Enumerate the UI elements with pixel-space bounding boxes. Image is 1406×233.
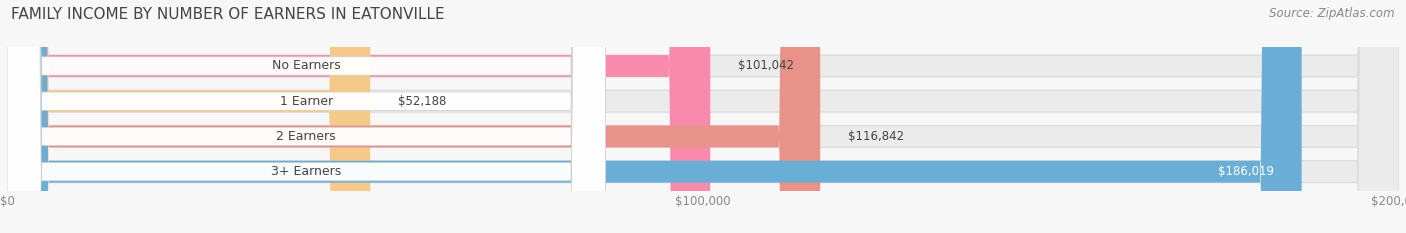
Text: $52,188: $52,188 (398, 95, 447, 108)
Text: 1 Earner: 1 Earner (280, 95, 333, 108)
FancyBboxPatch shape (7, 0, 1399, 233)
FancyBboxPatch shape (7, 0, 1399, 233)
Text: No Earners: No Earners (271, 59, 340, 72)
FancyBboxPatch shape (7, 0, 606, 233)
FancyBboxPatch shape (7, 0, 1399, 233)
Text: FAMILY INCOME BY NUMBER OF EARNERS IN EATONVILLE: FAMILY INCOME BY NUMBER OF EARNERS IN EA… (11, 7, 444, 22)
FancyBboxPatch shape (7, 0, 1399, 233)
FancyBboxPatch shape (7, 0, 606, 233)
Text: $186,019: $186,019 (1218, 165, 1274, 178)
FancyBboxPatch shape (7, 0, 370, 233)
Text: 3+ Earners: 3+ Earners (271, 165, 342, 178)
FancyBboxPatch shape (7, 0, 606, 233)
Text: $101,042: $101,042 (738, 59, 794, 72)
Text: 2 Earners: 2 Earners (277, 130, 336, 143)
Text: Source: ZipAtlas.com: Source: ZipAtlas.com (1270, 7, 1395, 20)
Text: $116,842: $116,842 (848, 130, 904, 143)
FancyBboxPatch shape (7, 0, 1302, 233)
FancyBboxPatch shape (7, 0, 606, 233)
FancyBboxPatch shape (7, 0, 820, 233)
FancyBboxPatch shape (7, 0, 710, 233)
